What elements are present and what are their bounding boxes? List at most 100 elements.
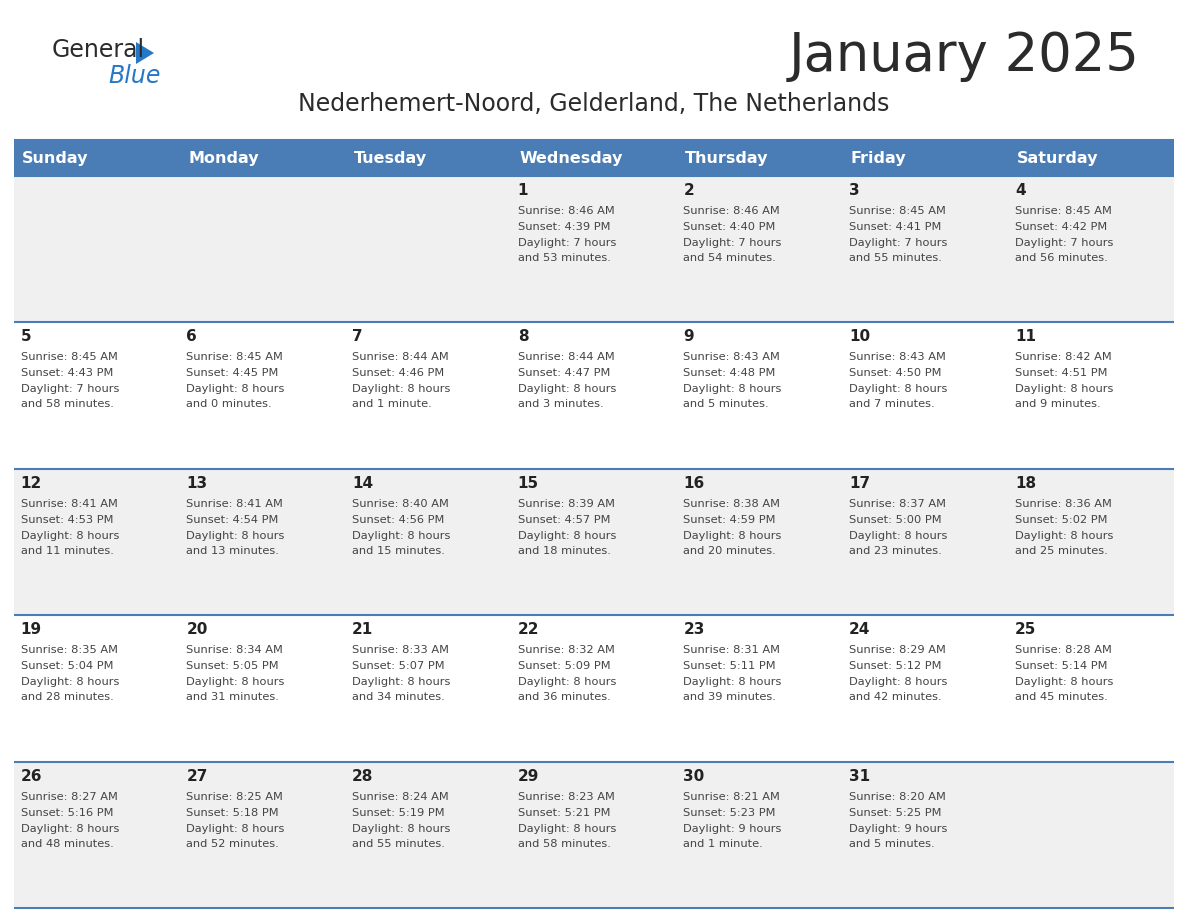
Text: Sunrise: 8:40 AM: Sunrise: 8:40 AM bbox=[352, 498, 449, 509]
Text: and 0 minutes.: and 0 minutes. bbox=[187, 399, 272, 409]
Text: and 18 minutes.: and 18 minutes. bbox=[518, 546, 611, 555]
Text: 15: 15 bbox=[518, 476, 539, 491]
Text: and 48 minutes.: and 48 minutes. bbox=[20, 839, 113, 848]
Text: Daylight: 8 hours: Daylight: 8 hours bbox=[187, 823, 285, 834]
Text: and 15 minutes.: and 15 minutes. bbox=[352, 546, 446, 555]
Text: Daylight: 8 hours: Daylight: 8 hours bbox=[518, 823, 617, 834]
Text: 18: 18 bbox=[1015, 476, 1036, 491]
Text: Sunrise: 8:24 AM: Sunrise: 8:24 AM bbox=[352, 791, 449, 801]
Text: Sunset: 4:56 PM: Sunset: 4:56 PM bbox=[352, 515, 444, 525]
Text: Sunset: 5:07 PM: Sunset: 5:07 PM bbox=[352, 661, 444, 671]
Text: Daylight: 8 hours: Daylight: 8 hours bbox=[518, 385, 617, 395]
Text: 4: 4 bbox=[1015, 183, 1025, 198]
Text: Daylight: 8 hours: Daylight: 8 hours bbox=[352, 531, 450, 541]
Text: Sunrise: 8:44 AM: Sunrise: 8:44 AM bbox=[352, 353, 449, 363]
Text: 22: 22 bbox=[518, 622, 539, 637]
Text: 23: 23 bbox=[683, 622, 704, 637]
Text: Blue: Blue bbox=[108, 64, 160, 88]
Text: 27: 27 bbox=[187, 768, 208, 784]
Text: and 23 minutes.: and 23 minutes. bbox=[849, 546, 942, 555]
Text: 25: 25 bbox=[1015, 622, 1036, 637]
Text: Sunrise: 8:23 AM: Sunrise: 8:23 AM bbox=[518, 791, 614, 801]
Text: and 58 minutes.: and 58 minutes. bbox=[518, 839, 611, 848]
Text: Tuesday: Tuesday bbox=[354, 151, 426, 165]
Text: 26: 26 bbox=[20, 768, 42, 784]
Text: Daylight: 8 hours: Daylight: 8 hours bbox=[849, 677, 948, 688]
Text: and 1 minute.: and 1 minute. bbox=[352, 399, 431, 409]
Text: Sunset: 5:25 PM: Sunset: 5:25 PM bbox=[849, 808, 942, 818]
Text: and 13 minutes.: and 13 minutes. bbox=[187, 546, 279, 555]
Text: Sunset: 5:04 PM: Sunset: 5:04 PM bbox=[20, 661, 113, 671]
Text: 9: 9 bbox=[683, 330, 694, 344]
Text: Sunset: 5:02 PM: Sunset: 5:02 PM bbox=[1015, 515, 1107, 525]
Text: Daylight: 7 hours: Daylight: 7 hours bbox=[683, 238, 782, 248]
Text: 3: 3 bbox=[849, 183, 860, 198]
Text: 29: 29 bbox=[518, 768, 539, 784]
Text: Sunset: 4:42 PM: Sunset: 4:42 PM bbox=[1015, 222, 1107, 232]
Text: Sunset: 4:47 PM: Sunset: 4:47 PM bbox=[518, 368, 611, 378]
Text: 24: 24 bbox=[849, 622, 871, 637]
Text: 16: 16 bbox=[683, 476, 704, 491]
Text: Sunset: 5:16 PM: Sunset: 5:16 PM bbox=[20, 808, 113, 818]
Text: 20: 20 bbox=[187, 622, 208, 637]
Text: Daylight: 9 hours: Daylight: 9 hours bbox=[849, 823, 948, 834]
Text: 21: 21 bbox=[352, 622, 373, 637]
Text: and 34 minutes.: and 34 minutes. bbox=[352, 692, 444, 702]
Text: Sunday: Sunday bbox=[23, 151, 89, 165]
Text: Daylight: 9 hours: Daylight: 9 hours bbox=[683, 823, 782, 834]
Text: 19: 19 bbox=[20, 622, 42, 637]
Bar bbox=[14, 140, 1174, 176]
Text: Sunset: 4:43 PM: Sunset: 4:43 PM bbox=[20, 368, 113, 378]
Text: Daylight: 8 hours: Daylight: 8 hours bbox=[20, 823, 119, 834]
Text: Sunrise: 8:45 AM: Sunrise: 8:45 AM bbox=[1015, 206, 1112, 216]
Text: Daylight: 8 hours: Daylight: 8 hours bbox=[187, 677, 285, 688]
Text: Sunrise: 8:43 AM: Sunrise: 8:43 AM bbox=[683, 353, 781, 363]
Text: Sunrise: 8:41 AM: Sunrise: 8:41 AM bbox=[187, 498, 283, 509]
Text: Friday: Friday bbox=[851, 151, 906, 165]
Text: Daylight: 8 hours: Daylight: 8 hours bbox=[518, 531, 617, 541]
Text: Daylight: 8 hours: Daylight: 8 hours bbox=[352, 677, 450, 688]
Text: and 55 minutes.: and 55 minutes. bbox=[352, 839, 446, 848]
Text: Sunset: 4:50 PM: Sunset: 4:50 PM bbox=[849, 368, 942, 378]
Text: and 39 minutes.: and 39 minutes. bbox=[683, 692, 777, 702]
Text: Sunrise: 8:35 AM: Sunrise: 8:35 AM bbox=[20, 645, 118, 655]
Text: and 53 minutes.: and 53 minutes. bbox=[518, 253, 611, 263]
Text: Daylight: 8 hours: Daylight: 8 hours bbox=[683, 531, 782, 541]
Text: and 56 minutes.: and 56 minutes. bbox=[1015, 253, 1107, 263]
Text: Sunrise: 8:27 AM: Sunrise: 8:27 AM bbox=[20, 791, 118, 801]
Text: Sunrise: 8:45 AM: Sunrise: 8:45 AM bbox=[20, 353, 118, 363]
Text: Monday: Monday bbox=[188, 151, 259, 165]
Text: 7: 7 bbox=[352, 330, 362, 344]
Text: and 9 minutes.: and 9 minutes. bbox=[1015, 399, 1100, 409]
Text: Sunrise: 8:44 AM: Sunrise: 8:44 AM bbox=[518, 353, 614, 363]
Text: Sunrise: 8:28 AM: Sunrise: 8:28 AM bbox=[1015, 645, 1112, 655]
Text: Daylight: 8 hours: Daylight: 8 hours bbox=[1015, 531, 1113, 541]
Text: 14: 14 bbox=[352, 476, 373, 491]
Text: and 5 minutes.: and 5 minutes. bbox=[849, 839, 935, 848]
Text: Sunset: 4:48 PM: Sunset: 4:48 PM bbox=[683, 368, 776, 378]
Text: Sunrise: 8:39 AM: Sunrise: 8:39 AM bbox=[518, 498, 614, 509]
Text: Sunset: 5:05 PM: Sunset: 5:05 PM bbox=[187, 661, 279, 671]
Polygon shape bbox=[135, 42, 154, 64]
Bar bbox=[14, 615, 1174, 762]
Text: Sunrise: 8:42 AM: Sunrise: 8:42 AM bbox=[1015, 353, 1112, 363]
Text: Sunrise: 8:46 AM: Sunrise: 8:46 AM bbox=[518, 206, 614, 216]
Text: Sunset: 5:12 PM: Sunset: 5:12 PM bbox=[849, 661, 942, 671]
Text: Sunrise: 8:43 AM: Sunrise: 8:43 AM bbox=[849, 353, 946, 363]
Text: Sunrise: 8:34 AM: Sunrise: 8:34 AM bbox=[187, 645, 283, 655]
Text: 28: 28 bbox=[352, 768, 373, 784]
Text: Sunset: 4:40 PM: Sunset: 4:40 PM bbox=[683, 222, 776, 232]
Text: Daylight: 8 hours: Daylight: 8 hours bbox=[683, 385, 782, 395]
Text: Daylight: 8 hours: Daylight: 8 hours bbox=[187, 385, 285, 395]
Bar bbox=[14, 762, 1174, 908]
Text: Sunrise: 8:36 AM: Sunrise: 8:36 AM bbox=[1015, 498, 1112, 509]
Text: 8: 8 bbox=[518, 330, 529, 344]
Text: Sunset: 4:54 PM: Sunset: 4:54 PM bbox=[187, 515, 279, 525]
Text: Nederhemert-Noord, Gelderland, The Netherlands: Nederhemert-Noord, Gelderland, The Nethe… bbox=[298, 92, 890, 116]
Text: Wednesday: Wednesday bbox=[519, 151, 623, 165]
Bar bbox=[14, 176, 1174, 322]
Text: January 2025: January 2025 bbox=[789, 30, 1140, 82]
Text: Sunrise: 8:45 AM: Sunrise: 8:45 AM bbox=[187, 353, 283, 363]
Text: Sunset: 5:21 PM: Sunset: 5:21 PM bbox=[518, 808, 611, 818]
Text: and 45 minutes.: and 45 minutes. bbox=[1015, 692, 1107, 702]
